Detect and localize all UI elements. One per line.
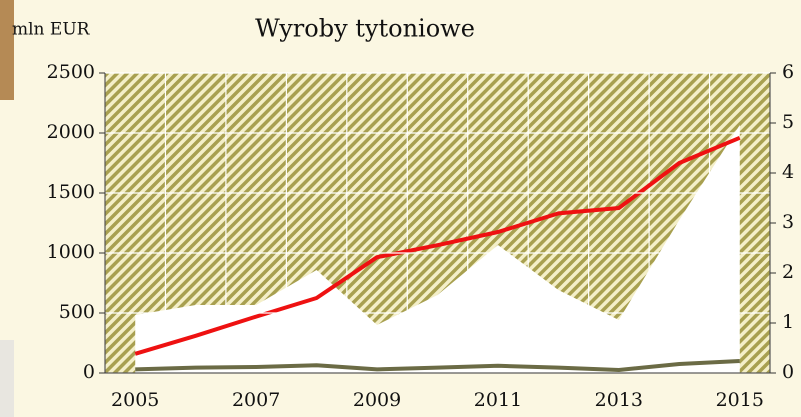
x-tick-label: 2007 bbox=[232, 389, 280, 411]
decoration bbox=[0, 340, 14, 417]
x-tick-label: 2013 bbox=[595, 389, 643, 411]
y-tick-label: 1000 bbox=[47, 241, 95, 263]
y2-tick-label: 0 bbox=[782, 361, 794, 383]
y-axis-label: mln EUR bbox=[12, 20, 91, 40]
y-tick-label: 2500 bbox=[47, 61, 95, 83]
y-tick-label: 1500 bbox=[47, 181, 95, 203]
y2-tick-label: 6 bbox=[782, 61, 794, 83]
y2-tick-label: 2 bbox=[782, 261, 794, 283]
y-tick-label: 2000 bbox=[47, 121, 95, 143]
chart-title: Wyroby tytoniowe bbox=[255, 15, 475, 43]
y2-tick-label: 4 bbox=[782, 161, 794, 183]
x-tick-label: 2015 bbox=[716, 389, 764, 411]
decoration bbox=[0, 0, 14, 100]
x-tick-label: 2011 bbox=[474, 389, 522, 411]
y2-tick-label: 3 bbox=[782, 211, 794, 233]
y2-tick-label: 1 bbox=[782, 311, 794, 333]
y2-tick-label: 5 bbox=[782, 111, 794, 133]
x-tick-label: 2005 bbox=[111, 389, 159, 411]
area bbox=[135, 125, 740, 373]
x-tick-label: 2009 bbox=[353, 389, 401, 411]
y-tick-label: 0 bbox=[83, 361, 95, 383]
line bbox=[135, 359, 740, 372]
y-tick-label: 500 bbox=[59, 301, 95, 323]
